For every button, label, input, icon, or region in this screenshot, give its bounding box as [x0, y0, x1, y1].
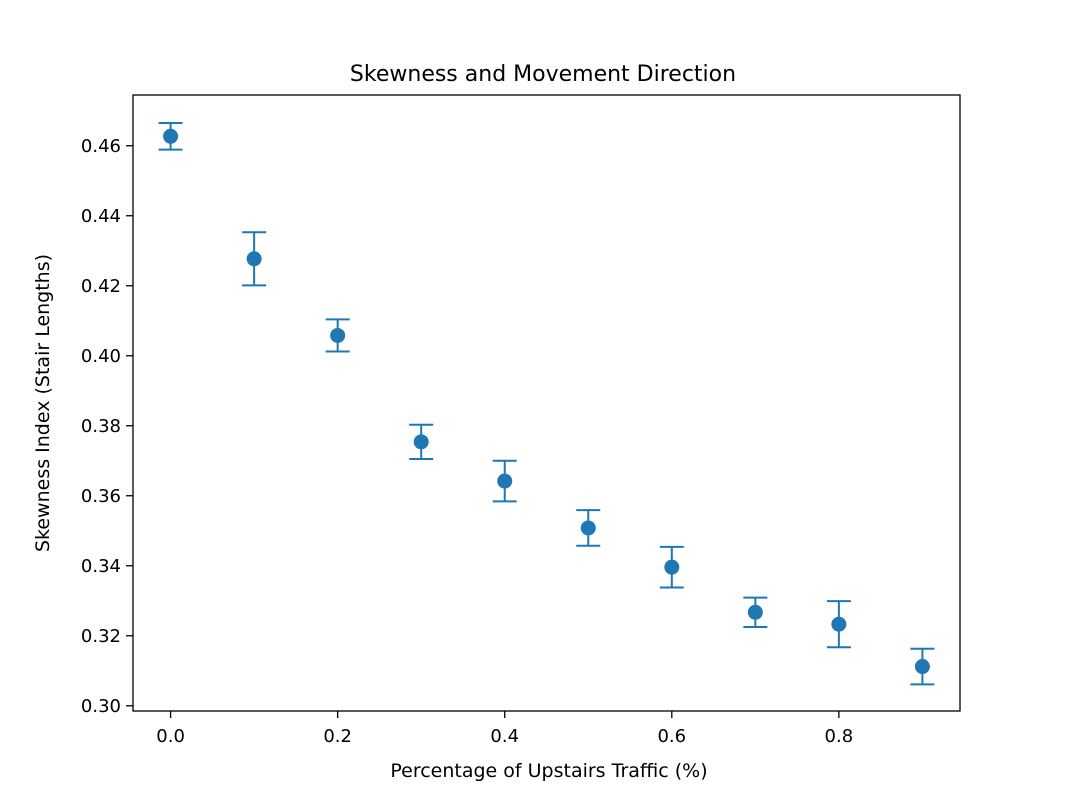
plot-frame [132, 94, 961, 712]
y-tick-label: 0.30 [81, 696, 121, 717]
data-point [580, 520, 596, 536]
y-tick-label: 0.36 [81, 486, 121, 507]
x-tick-label: 0.8 [825, 726, 854, 747]
y-tick-label: 0.44 [81, 206, 121, 227]
data-point [831, 616, 847, 632]
y-tick-label: 0.32 [81, 626, 121, 647]
x-tick-label: 0.4 [490, 726, 519, 747]
x-tick-label: 0.0 [156, 726, 185, 747]
axes-group: 0.0 0.2 0.4 0.6 0.8 0.30 0.32 0.34 0.36 0.38 0.40 0… [81, 94, 961, 747]
y-tick-label: 0.40 [81, 346, 121, 367]
data-point [246, 251, 262, 267]
x-tick-label: 0.6 [657, 726, 686, 747]
x-axis-label: Percentage of Upstairs Traffic (%) [390, 760, 707, 782]
data-point [497, 473, 513, 489]
chart-title: Skewness and Movement Direction [350, 62, 736, 87]
plot-marks [158, 122, 935, 686]
data-point [163, 128, 179, 144]
y-tick-label: 0.34 [81, 556, 121, 577]
y-axis-label: Skewness Index (Stair Lengths) [32, 254, 54, 552]
y-tick-label: 0.46 [81, 136, 121, 157]
data-point [664, 559, 680, 575]
y-tick-label: 0.42 [81, 276, 121, 297]
data-point [914, 659, 930, 675]
data-point [747, 604, 763, 620]
y-tick-label: 0.38 [81, 416, 121, 437]
x-tick-label: 0.2 [323, 726, 352, 747]
data-point [330, 327, 346, 343]
data-point [413, 434, 429, 450]
